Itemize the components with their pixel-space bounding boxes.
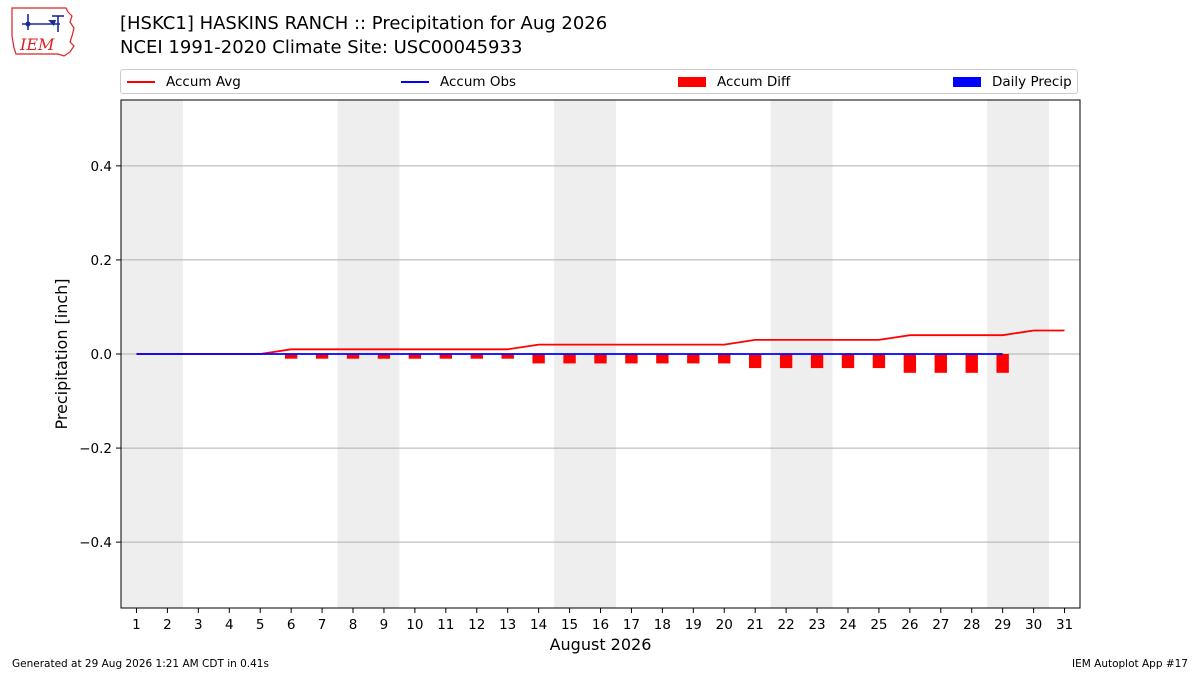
x-tick-label: 4: [225, 617, 234, 633]
line-accum-avg: [136, 329, 1065, 355]
y-tick-label: 0.0: [91, 347, 112, 363]
bar-accum-diff-8: [346, 354, 360, 359]
bar-accum-diff-19: [687, 354, 700, 364]
y-axis: −0.4 −0.2 0.0 0.2 0.4: [79, 159, 121, 551]
x-tick-label: 30: [1025, 617, 1042, 633]
x-tick-label: 8: [349, 617, 358, 633]
chart-title: [HSKC1] HASKINS RANCH :: Precipitation f…: [120, 12, 607, 60]
x-tick-label: 12: [468, 617, 485, 633]
x-tick-label: 24: [839, 617, 856, 633]
bar-accum-diff-23: [810, 354, 824, 369]
x-tick-label: 2: [163, 617, 172, 633]
x-tick-label: 1: [132, 617, 141, 633]
x-tick-label: 27: [932, 617, 949, 633]
y-tick-label: 0.4: [91, 159, 112, 175]
iem-logo: IEM: [11, 7, 75, 57]
bar-accum-diff-6: [284, 354, 298, 359]
bar-accum-diff-29: [996, 354, 1009, 373]
legend-swatch-accum-diff: [678, 77, 706, 87]
y-tick-label: −0.4: [79, 535, 112, 551]
legend-label-accum-avg: Accum Avg: [166, 74, 241, 90]
y-axis-label: Precipitation [inch]: [52, 278, 71, 429]
x-tick-label: 21: [747, 617, 764, 633]
x-tick-label: 31: [1056, 617, 1073, 633]
bar-accum-diff-17: [625, 354, 638, 364]
x-tick-label: 3: [194, 617, 203, 633]
x-tick-label: 29: [994, 617, 1011, 633]
x-tick-label: 18: [654, 617, 671, 633]
y-tick-label: −0.2: [79, 441, 112, 457]
y-tick-label: 0.2: [91, 253, 112, 269]
app-id: IEM Autoplot App #17: [1072, 658, 1188, 670]
x-tick-label: 13: [499, 617, 516, 633]
series-lines: [136, 329, 1065, 355]
bar-accum-diff-26: [903, 354, 917, 373]
bar-accum-diff-27: [934, 354, 947, 373]
generated-timestamp: Generated at 29 Aug 2026 1:21 AM CDT in …: [12, 658, 269, 670]
x-tick-label: 16: [592, 617, 609, 633]
title-line-1: [HSKC1] HASKINS RANCH :: Precipitation f…: [120, 13, 608, 34]
bar-accum-diff-15: [563, 354, 576, 364]
bar-accum-diff-21: [748, 354, 762, 369]
x-tick-label: 15: [561, 617, 578, 633]
legend-entry-daily-precip: Daily Precip: [953, 73, 1072, 91]
legend-label-accum-diff: Accum Diff: [717, 74, 791, 90]
legend-entry-accum-obs: Accum Obs: [401, 73, 516, 91]
x-tick-label: 25: [870, 617, 887, 633]
bar-accum-diff-13: [501, 354, 514, 359]
x-tick-label: 6: [287, 617, 296, 633]
bar-accum-diff-22: [779, 354, 793, 369]
x-tick-label: 17: [623, 617, 640, 633]
x-axis-label: August 2026: [550, 635, 652, 654]
bar-accum-diff-20: [718, 354, 731, 364]
bar-accum-diff-25: [872, 354, 886, 369]
bar-accum-diff-16: [594, 354, 607, 364]
x-tick-label: 5: [256, 617, 265, 633]
logo-text: IEM: [19, 35, 55, 54]
bar-accum-diff-9: [377, 354, 391, 359]
legend: Accum Avg Accum Obs Accum Diff Daily Pre…: [120, 69, 1078, 94]
x-tick-label: 7: [318, 617, 327, 633]
legend-swatch-daily-precip: [953, 77, 981, 87]
x-tick-label: 14: [530, 617, 547, 633]
x-tick-label: 9: [380, 617, 389, 633]
legend-swatch-accum-obs: [401, 81, 429, 83]
legend-swatch-accum-avg: [127, 81, 155, 83]
bar-accum-diff-14: [532, 354, 545, 364]
accum-diff-bars: [284, 354, 1009, 373]
x-tick-label: 10: [406, 617, 423, 633]
x-axis: 1 2 3 4 5 6 7 8 9 10 11 12 13 14 15 16 17 18 19 20 21 22 23 24 2…: [132, 608, 1073, 633]
x-tick-label: 26: [901, 617, 918, 633]
bar-accum-diff-11: [439, 354, 453, 359]
title-line-2: NCEI 1991-2020 Climate Site: USC00045933: [120, 37, 523, 58]
x-tick-label: 11: [437, 617, 454, 633]
bar-accum-diff-28: [965, 354, 978, 373]
legend-entry-accum-diff: Accum Diff: [678, 73, 790, 91]
bar-accum-diff-24: [841, 354, 855, 369]
bar-accum-diff-12: [470, 354, 483, 359]
x-tick-label: 20: [716, 617, 733, 633]
x-tick-label: 22: [778, 617, 795, 633]
bar-accum-diff-10: [408, 354, 422, 359]
legend-label-accum-obs: Accum Obs: [440, 74, 517, 90]
x-tick-label: 23: [808, 617, 825, 633]
bar-accum-diff-7: [315, 354, 329, 359]
legend-entry-accum-avg: Accum Avg: [127, 73, 241, 91]
x-tick-label: 28: [963, 617, 980, 633]
bar-accum-diff-18: [656, 354, 669, 364]
x-tick-label: 19: [685, 617, 702, 633]
legend-label-daily-precip: Daily Precip: [992, 74, 1072, 90]
